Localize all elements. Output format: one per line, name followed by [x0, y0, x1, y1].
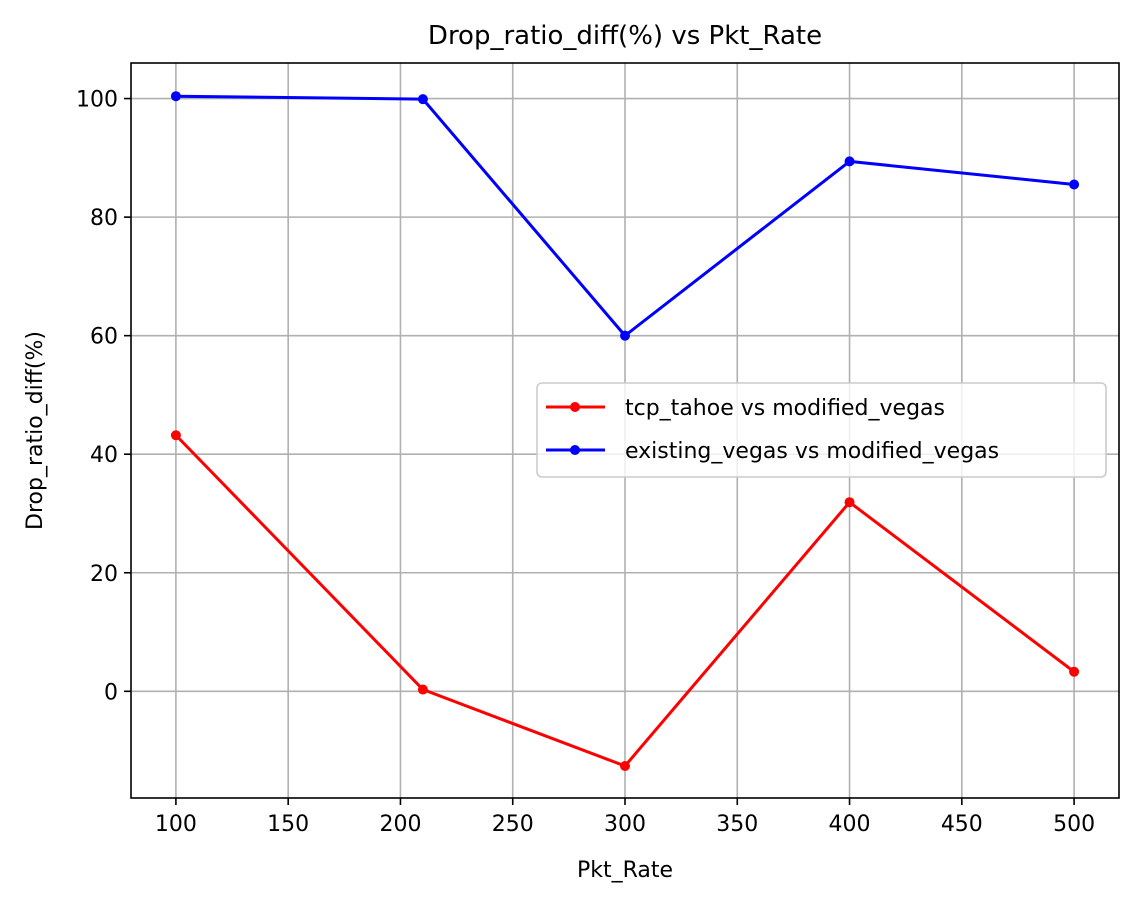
y-tick-label: 0: [104, 680, 118, 705]
y-tick-label: 20: [90, 562, 118, 587]
series-2-point: [417, 94, 428, 105]
series-2-point: [170, 91, 181, 102]
y-axis-ticks: 0 20 40 60 80 100: [76, 88, 131, 705]
legend-marker-1: [570, 402, 580, 412]
x-tick-label: 200: [379, 812, 421, 837]
series-1-point: [620, 760, 630, 771]
legend-box: [536, 382, 1107, 478]
x-tick-label: 150: [267, 812, 309, 837]
series-1-point: [844, 497, 855, 508]
x-tick-label: 400: [829, 812, 871, 837]
legend-marker-2: [570, 445, 580, 455]
series-2-point: [620, 330, 630, 341]
x-tick-label: 350: [716, 812, 758, 837]
y-axis-label: Drop_ratio_diff(%): [23, 331, 48, 530]
series-1-point: [1069, 666, 1080, 677]
series-1-point: [417, 684, 428, 695]
x-tick-label: 100: [155, 812, 197, 837]
x-tick-label: 300: [604, 812, 646, 837]
legend: tcp_tahoe vs modified_vegas existing_vega…: [536, 382, 1107, 478]
x-tick-label: 250: [492, 812, 534, 837]
x-tick-label: 500: [1053, 812, 1095, 837]
y-tick-label: 80: [90, 206, 118, 231]
series-2-point: [1069, 179, 1080, 190]
chart-title: Drop_ratio_diff(%) vs Pkt_Rate: [428, 21, 822, 51]
series-1-point: [170, 430, 181, 441]
legend-label-1: tcp_tahoe vs modified_vegas: [625, 396, 945, 421]
y-tick-label: 100: [76, 88, 118, 113]
series-2-point: [844, 156, 855, 167]
x-axis-label: Pkt_Rate: [577, 858, 673, 883]
legend-label-2: existing_vegas vs modified_vegas: [625, 439, 999, 464]
y-tick-label: 40: [90, 443, 118, 468]
x-tick-label: 450: [941, 812, 983, 837]
x-axis-ticks: 100 150 200 250 300 350 400 450 500: [155, 798, 1095, 837]
y-tick-label: 60: [90, 325, 118, 350]
series-layer: [170, 91, 1080, 771]
